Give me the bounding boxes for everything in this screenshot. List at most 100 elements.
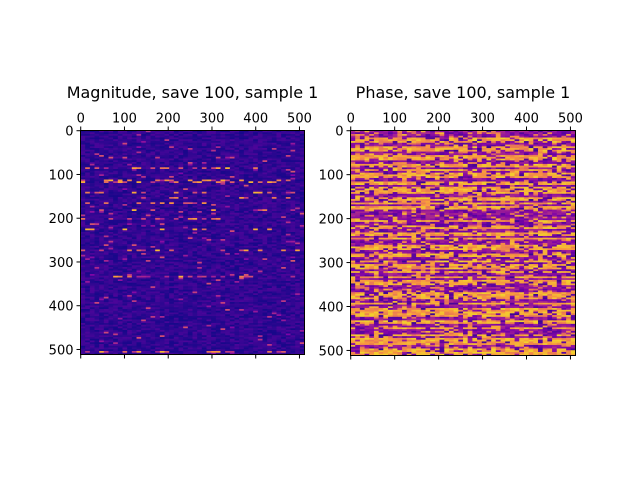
heatmap-cell [164, 160, 170, 163]
heatmap-cell [117, 198, 123, 201]
heatmap-cell [94, 158, 100, 161]
heatmap-cell [131, 225, 137, 228]
heatmap-cell [173, 195, 179, 198]
heatmap-cell [150, 153, 156, 156]
heatmap-cell [117, 193, 123, 196]
heatmap-cell [113, 230, 119, 233]
heatmap-cell [276, 177, 282, 180]
heatmap-cell [122, 193, 128, 196]
heatmap-cell [267, 219, 273, 222]
heatmap-cell [145, 177, 151, 180]
heatmap-cell [150, 162, 156, 165]
heatmap-cell [299, 218, 305, 221]
heatmap-cell [178, 198, 184, 201]
heatmap-cell [122, 174, 128, 177]
heatmap-cell [80, 247, 86, 250]
heatmap-cell [257, 170, 263, 173]
heatmap-cell [243, 246, 249, 249]
heatmap-cell [243, 177, 249, 180]
heatmap-cell [117, 216, 123, 219]
heatmap-cell [103, 165, 109, 168]
heatmap-cell [225, 247, 231, 250]
heatmap-cell [211, 134, 217, 137]
heatmap-cell [276, 219, 282, 222]
heatmap-cell [89, 183, 95, 186]
heatmap-cell [113, 221, 119, 224]
heatmap-cell [229, 141, 235, 144]
heatmap-cell [89, 261, 95, 264]
heatmap-cell [127, 218, 133, 221]
heatmap-cell [211, 235, 217, 238]
heatmap-cell [225, 205, 231, 208]
heatmap-cell [178, 268, 184, 271]
heatmap-cell [243, 158, 249, 161]
heatmap-cell [94, 188, 100, 191]
heatmap-cell [169, 155, 175, 158]
heatmap-cell [178, 246, 184, 249]
heatmap-cell [159, 163, 165, 166]
heatmap-cell [281, 251, 287, 254]
heatmap-cell [211, 137, 217, 140]
heatmap-cell [271, 167, 277, 170]
heatmap-cell [285, 186, 291, 189]
heatmap-cell [197, 151, 203, 154]
heatmap-cell [290, 197, 296, 200]
heatmap-cell [85, 190, 91, 193]
heatmap-cell [164, 165, 170, 168]
heatmap-cell [187, 155, 193, 158]
heatmap-cell [267, 197, 273, 200]
heatmap-cell [155, 142, 161, 145]
heatmap-cell [192, 149, 198, 152]
heatmap-cell [131, 244, 137, 247]
heatmap-cell [141, 239, 147, 242]
heatmap-cell [211, 223, 217, 226]
heatmap-cell [290, 212, 296, 215]
heatmap-cell [173, 214, 179, 217]
heatmap-cell [220, 235, 226, 238]
heatmap-cell [145, 209, 151, 212]
heatmap-cell [234, 135, 240, 138]
heatmap-cell [131, 160, 137, 163]
heatmap-cell [271, 163, 277, 166]
heatmap-cell [299, 191, 305, 194]
heatmap-cell [281, 156, 287, 159]
heatmap-cell [267, 228, 273, 231]
heatmap-cell [80, 134, 86, 137]
heatmap-cell [243, 249, 249, 252]
heatmap-cell [103, 200, 109, 203]
heatmap-cell [262, 265, 268, 268]
heatmap-cell [159, 144, 165, 147]
heatmap-cell [225, 151, 231, 154]
heatmap-cell [155, 233, 161, 236]
heatmap-cell [155, 216, 161, 219]
heatmap-cell [299, 135, 305, 138]
heatmap-cell [295, 190, 301, 193]
heatmap-cell [257, 230, 263, 233]
heatmap-cell [187, 223, 193, 226]
heatmap-cell [141, 177, 147, 180]
heatmap-cell [234, 249, 240, 252]
heatmap-cell [243, 172, 249, 175]
heatmap-cell [141, 169, 147, 172]
heatmap-cell [173, 202, 179, 205]
heatmap-cell [183, 170, 189, 173]
heatmap-cell [234, 134, 240, 137]
heatmap-cell [215, 151, 221, 154]
heatmap-cell [164, 179, 170, 182]
heatmap-cell [169, 260, 175, 263]
heatmap-cell [262, 240, 268, 243]
heatmap-cell [225, 191, 231, 194]
heatmap-cell [234, 190, 240, 193]
heatmap-cell [145, 219, 151, 222]
heatmap-cell [206, 246, 212, 249]
heatmap-cell [253, 258, 259, 261]
heatmap-cell [108, 197, 114, 200]
heatmap-cell [285, 260, 291, 263]
heatmap-cell [80, 156, 86, 159]
heatmap-cell [178, 207, 184, 210]
heatmap-cell [239, 149, 245, 152]
heatmap-cell [253, 207, 259, 210]
heatmap-cell [211, 135, 217, 138]
heatmap-cell [159, 174, 165, 177]
heatmap-cell [257, 163, 263, 166]
